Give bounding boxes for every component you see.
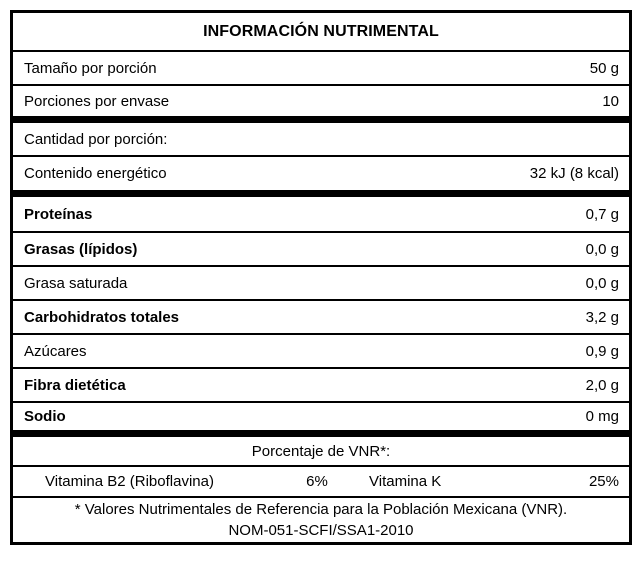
divider-thick [13,116,629,123]
divider-thin [13,155,629,157]
divider-thin [13,299,629,301]
row-servings-per-container: Porciones por envase 10 [13,86,629,116]
divider-thin [13,50,629,52]
label-title-text: INFORMACIÓN NUTRIMENTAL [203,22,439,40]
divider-thin [13,231,629,233]
nutrition-facts-label: INFORMACIÓN NUTRIMENTAL Tamaño por porci… [10,10,632,545]
vnr-header-row: Porcentaje de VNR*: [13,437,629,465]
divider-thin [13,367,629,369]
row-label: Grasas (lípidos) [24,240,138,258]
divider-thin [13,401,629,403]
row-value: 0,9 g [585,342,619,360]
row-value: 0,7 g [585,205,619,223]
divider-thick [13,430,629,437]
row-label: Fibra dietética [24,376,126,394]
row-value: 3,2 g [585,308,619,326]
vitamins-row: Vitamina B2 (Riboflavina) 6% Vitamina K … [13,467,629,496]
row-protein: Proteínas 0,7 g [13,197,629,231]
footnote: * Valores Nutrimentales de Referencia pa… [13,498,629,542]
vitamin-b2-label: Vitamina B2 (Riboflavina) [45,473,214,490]
vitamin-k-value: 25% [588,473,619,490]
label-title: INFORMACIÓN NUTRIMENTAL [13,13,629,50]
row-value: 32 kJ (8 kcal) [529,165,619,182]
row-value: 0 mg [585,408,619,425]
row-fat: Grasas (lípidos) 0,0 g [13,233,629,265]
row-amount-per-serving: Cantidad por porción: [13,123,629,155]
row-label: Porciones por envase [24,92,170,110]
row-value: 0,0 g [585,274,619,292]
row-serving-size: Tamaño por porción 50 g [13,52,629,84]
vitamin-b2-value: 6% [306,473,328,490]
divider-thin [13,465,629,467]
vitamin-k-label: Vitamina K [369,473,442,490]
footnote-line-2: NOM-051-SCFI/SSA1-2010 [228,522,414,539]
row-label: Azúcares [24,342,87,360]
row-label: Cantidad por porción: [24,130,168,148]
row-dietary-fiber: Fibra dietética 2,0 g [13,369,629,401]
row-saturated-fat: Grasa saturada 0,0 g [13,267,629,299]
row-value: 50 g [589,59,619,77]
row-label: Carbohidratos totales [24,308,180,326]
divider-thin [13,84,629,86]
row-label: Grasa saturada [24,274,128,292]
divider-thick [13,190,629,197]
row-value: 2,0 g [585,376,619,394]
divider-thin [13,333,629,335]
divider-thin [13,496,629,498]
divider-thin [13,265,629,267]
row-total-carbohydrates: Carbohidratos totales 3,2 g [13,301,629,333]
row-label: Sodio [24,408,66,425]
row-value: 0,0 g [585,240,619,258]
row-label: Contenido energético [24,165,167,182]
vnr-header-text: Porcentaje de VNR*: [251,442,391,460]
row-sodium: Sodio 0 mg [13,403,629,430]
row-sugars: Azúcares 0,9 g [13,335,629,367]
row-energy-content: Contenido energético 32 kJ (8 kcal) [13,157,629,190]
row-label: Tamaño por porción [24,59,157,77]
footnote-line-1: * Valores Nutrimentales de Referencia pa… [74,501,568,518]
row-value: 10 [602,92,619,110]
row-label: Proteínas [24,205,93,223]
